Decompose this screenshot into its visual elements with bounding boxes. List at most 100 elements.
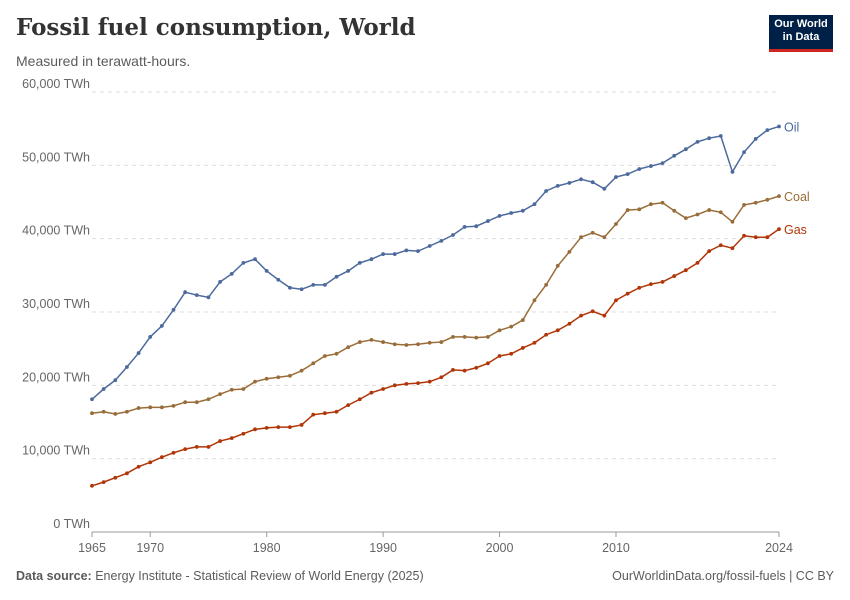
data-point-gas bbox=[346, 403, 351, 408]
data-point-coal bbox=[136, 406, 141, 410]
data-point-gas bbox=[451, 368, 455, 372]
x-tick-label: 1970 bbox=[136, 541, 164, 555]
data-point-oil bbox=[683, 147, 688, 152]
data-point-coal bbox=[439, 340, 444, 344]
data-point-oil bbox=[765, 128, 770, 133]
data-point-gas bbox=[695, 260, 700, 265]
data-point-coal bbox=[416, 342, 420, 347]
data-point-oil bbox=[322, 282, 327, 287]
data-point-coal bbox=[579, 235, 583, 240]
series-label-gas: Gas bbox=[784, 223, 807, 237]
data-point-coal bbox=[637, 207, 642, 212]
data-point-oil bbox=[404, 248, 409, 253]
data-point-oil bbox=[218, 280, 222, 284]
data-point-gas bbox=[218, 439, 222, 443]
data-point-coal bbox=[555, 263, 560, 268]
data-point-oil bbox=[614, 175, 618, 179]
data-point-oil bbox=[439, 238, 444, 243]
data-point-gas bbox=[404, 381, 409, 386]
footer-link[interactable]: OurWorldinData.org/fossil-fuels | CC BY bbox=[612, 569, 834, 583]
data-point-coal bbox=[567, 249, 572, 254]
data-point-oil bbox=[334, 274, 339, 279]
data-point-oil bbox=[253, 257, 257, 262]
data-point-coal bbox=[159, 405, 164, 410]
data-point-coal bbox=[253, 379, 257, 384]
data-point-gas bbox=[509, 351, 514, 356]
data-point-gas bbox=[171, 450, 176, 455]
data-point-coal bbox=[474, 335, 479, 340]
data-point-gas bbox=[136, 464, 141, 469]
data-point-oil bbox=[590, 180, 595, 185]
series-line-gas bbox=[91, 228, 780, 487]
data-point-coal bbox=[101, 409, 106, 414]
data-point-oil bbox=[509, 211, 514, 215]
data-point-oil bbox=[777, 124, 781, 129]
data-point-oil bbox=[497, 214, 502, 218]
owid-logo[interactable]: Our World in Data bbox=[769, 15, 833, 52]
y-tick-label: 40,000 TWh bbox=[22, 224, 90, 238]
data-point-gas bbox=[439, 375, 444, 380]
data-point-coal bbox=[113, 412, 118, 416]
data-point-gas bbox=[369, 390, 374, 395]
data-point-coal bbox=[614, 222, 618, 226]
y-tick-label: 60,000 TWh bbox=[22, 77, 90, 91]
series-label-oil: Oil bbox=[784, 120, 799, 134]
data-point-oil bbox=[462, 225, 467, 229]
data-point-gas bbox=[485, 361, 490, 366]
data-point-gas bbox=[90, 483, 94, 488]
data-point-oil bbox=[311, 282, 316, 287]
data-point-gas bbox=[520, 346, 525, 350]
data-point-coal bbox=[241, 387, 246, 391]
data-point-oil bbox=[753, 137, 758, 141]
data-point-gas bbox=[159, 455, 164, 460]
data-point-coal bbox=[148, 405, 153, 410]
data-point-coal bbox=[742, 203, 746, 207]
data-point-gas bbox=[299, 423, 304, 427]
data-point-coal bbox=[369, 337, 374, 342]
data-point-coal bbox=[718, 210, 723, 215]
data-point-coal bbox=[194, 400, 199, 405]
data-point-coal bbox=[299, 368, 304, 373]
data-point-oil bbox=[159, 324, 164, 328]
data-point-gas bbox=[288, 425, 292, 430]
data-point-coal bbox=[264, 376, 269, 381]
data-point-oil bbox=[183, 290, 188, 295]
data-point-coal bbox=[288, 373, 292, 378]
data-point-gas bbox=[392, 383, 397, 388]
data-point-coal bbox=[683, 216, 688, 221]
source-label: Data source: bbox=[16, 569, 92, 583]
data-point-coal bbox=[334, 351, 339, 356]
data-point-gas bbox=[253, 427, 257, 432]
data-point-coal bbox=[206, 397, 211, 402]
data-point-oil bbox=[602, 186, 607, 191]
source-text[interactable]: Energy Institute - Statistical Review of… bbox=[95, 569, 424, 583]
data-point-gas bbox=[614, 298, 618, 303]
data-point-coal bbox=[509, 324, 514, 329]
data-point-oil bbox=[276, 277, 281, 282]
data-point-oil bbox=[520, 208, 525, 213]
data-point-gas bbox=[672, 274, 677, 278]
data-point-oil bbox=[730, 170, 735, 174]
data-point-coal bbox=[346, 345, 351, 350]
data-point-coal bbox=[381, 340, 386, 344]
data-point-gas bbox=[183, 447, 188, 452]
data-point-oil bbox=[299, 287, 304, 292]
chart-title: Fossil fuel consumption, World bbox=[16, 14, 416, 41]
data-point-gas bbox=[113, 475, 118, 480]
data-point-gas bbox=[555, 328, 560, 333]
data-point-gas bbox=[497, 354, 502, 358]
data-point-gas bbox=[148, 460, 153, 465]
data-point-gas bbox=[544, 332, 549, 337]
data-point-oil bbox=[567, 181, 572, 185]
data-point-coal bbox=[695, 212, 700, 217]
data-point-gas bbox=[311, 412, 316, 417]
data-point-gas bbox=[532, 340, 537, 345]
data-point-oil bbox=[649, 164, 653, 168]
data-point-oil bbox=[148, 335, 153, 339]
y-tick-label: 0 TWh bbox=[53, 517, 90, 531]
data-point-gas bbox=[590, 309, 595, 314]
data-point-coal bbox=[392, 342, 397, 347]
data-point-coal bbox=[544, 282, 549, 287]
data-point-gas bbox=[381, 387, 386, 391]
